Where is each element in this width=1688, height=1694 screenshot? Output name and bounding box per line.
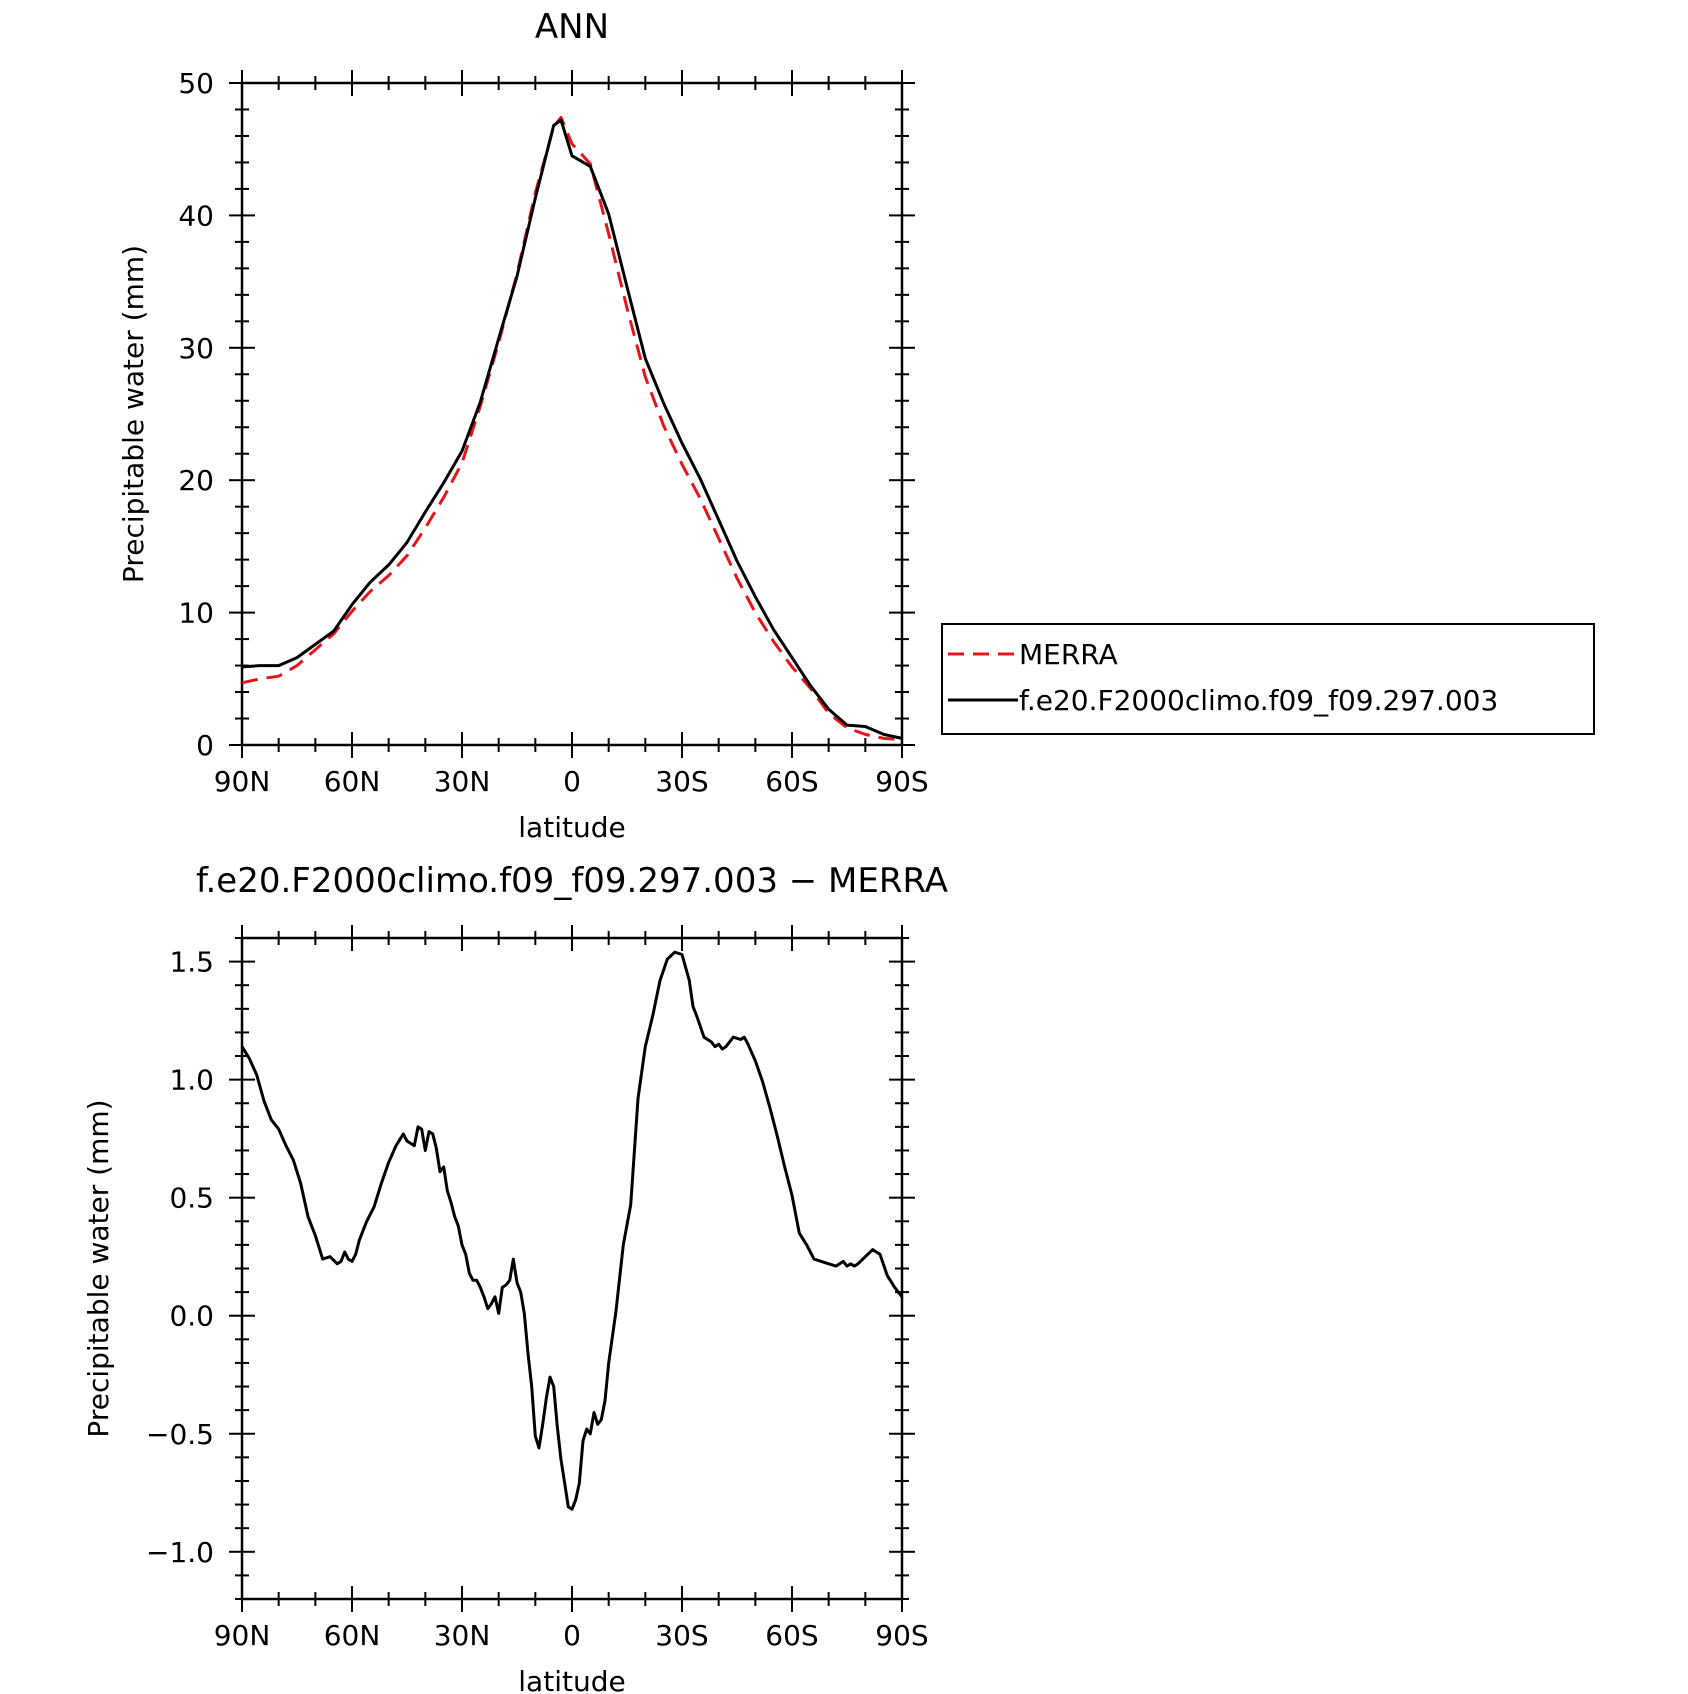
y-tick-label: −1.0 [146,1536,214,1569]
x-tick-label: 60N [324,1619,381,1652]
y-tick-label: 0.5 [169,1182,214,1215]
legend: MERRA f.e20.F2000climo.f09_f09.297.003 [941,623,1595,735]
y-tick-label: 1.5 [169,946,214,979]
x-tick-label: 60N [324,765,381,798]
x-tick-label: 30N [434,765,491,798]
x-tick-label: 30N [434,1619,491,1652]
chart-title: f.e20.F2000climo.f09_f09.297.003 − MERRA [196,861,948,901]
x-tick-label: 90S [875,1619,928,1652]
plot-frame [240,81,904,747]
x-tick-label: 90N [214,765,271,798]
x-tick-label: 0 [563,765,581,798]
x-tick-label: 60S [765,765,818,798]
y-tick-label: −0.5 [146,1418,214,1451]
x-tick-label: 90S [875,765,928,798]
y-tick-label: 0 [196,729,214,762]
x-tick-label: 90N [214,1619,271,1652]
legend-label: MERRA [1019,638,1118,671]
x-tick-label: 60S [765,1619,818,1652]
y-tick-label: 1.0 [169,1064,214,1097]
top-panel: ANN 90N 60N 30N 0 30S 60S 90S 0 10 20 30 40 50 latitud… [117,7,929,844]
x-tick-label: 0 [563,1619,581,1652]
plot-frame [240,936,904,1601]
y-tick-label: 10 [178,597,214,630]
chart-title: ANN [535,7,609,47]
legend-box [941,623,1595,735]
x-tick-label: 30S [655,1619,708,1652]
y-tick-label: 50 [178,67,214,100]
y-tick-label: 30 [178,332,214,365]
y-tick-label: 20 [178,464,214,497]
y-axis-title: Precipitable water (mm) [117,245,150,583]
series-line [240,950,904,1511]
x-axis-title: latitude [518,811,625,844]
y-tick-label: 0.0 [169,1300,214,1333]
y-axis-title: Precipitable water (mm) [82,1099,115,1437]
bottom-panel: f.e20.F2000climo.f09_f09.297.003 − MERRA… [82,861,948,1694]
series-line [241,115,903,742]
x-axis-title: latitude [518,1665,625,1694]
series-line [241,118,903,740]
legend-label: f.e20.F2000climo.f09_f09.297.003 [1019,684,1498,717]
x-tick-label: 30S [655,765,708,798]
y-tick-label: 40 [178,199,214,232]
